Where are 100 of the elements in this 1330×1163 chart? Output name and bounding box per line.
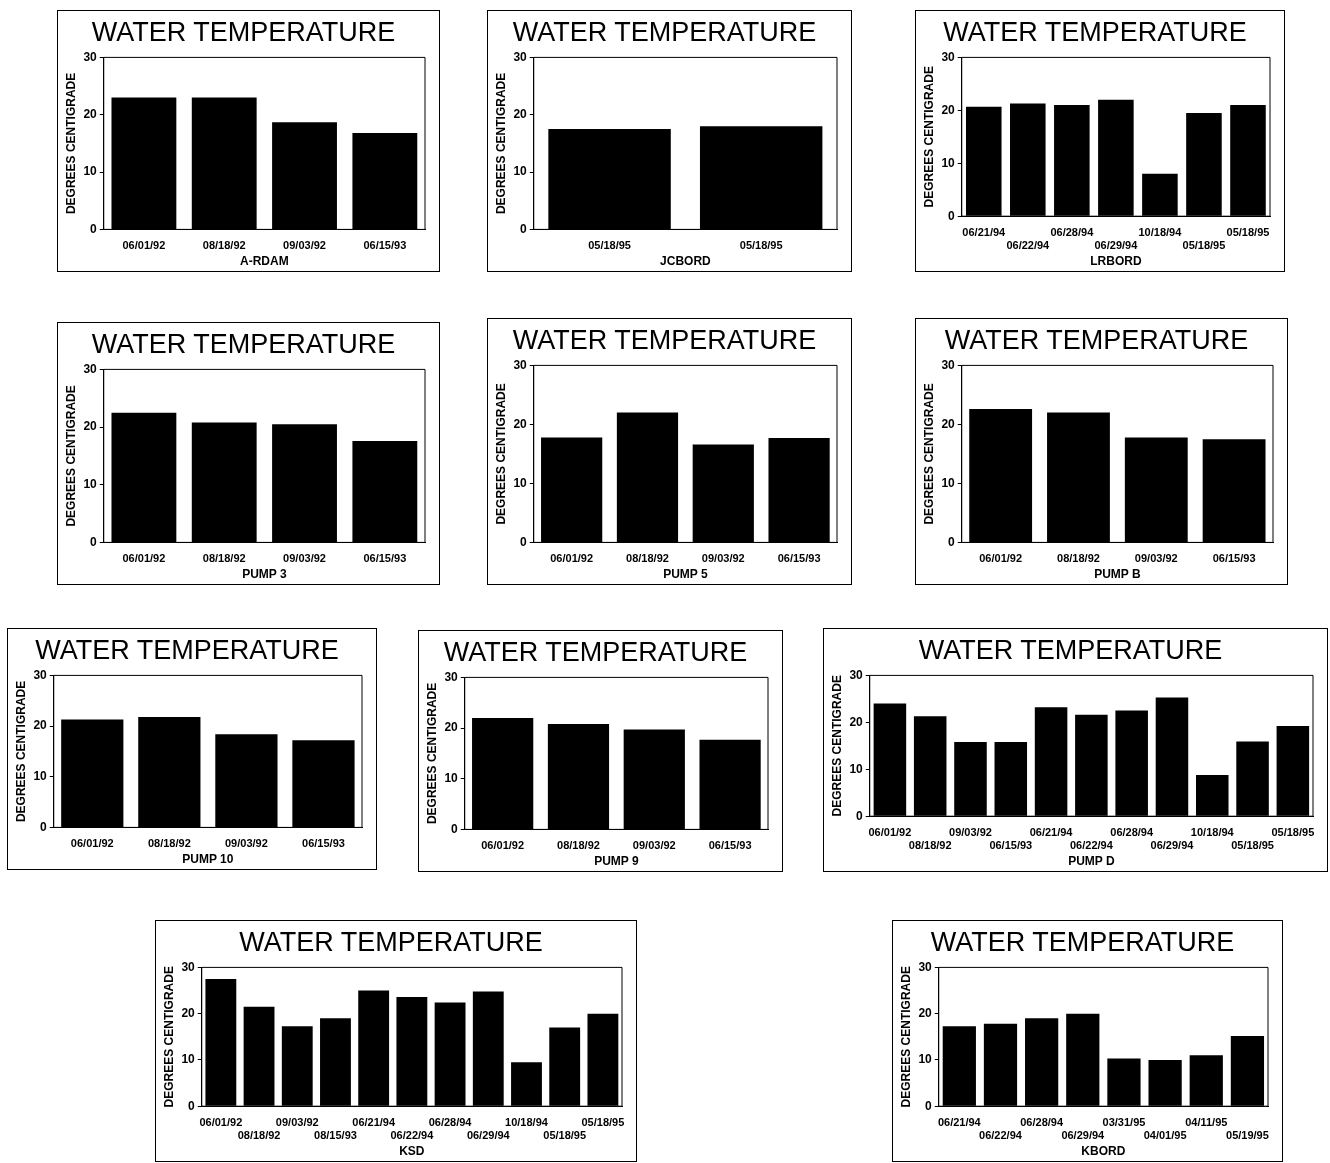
x-tick-label: 06/01/92 <box>868 825 912 838</box>
y-tick-label: 0 <box>451 821 459 836</box>
x-tick-label: 10/18/94 <box>505 1115 549 1128</box>
x-tick-label: 09/03/92 <box>283 552 326 565</box>
x-tick-label: 06/15/93 <box>777 552 821 565</box>
x-tick-label: 06/21/94 <box>962 225 1007 238</box>
y-tick-label: 20 <box>83 419 98 434</box>
x-axis-title: PUMP 9 <box>594 854 639 869</box>
x-tick-label: 06/01/92 <box>122 239 166 252</box>
x-tick-label: 06/01/92 <box>70 837 114 850</box>
chart-title: WATER TEMPERATURE <box>918 634 1223 665</box>
x-tick-label: 09/03/92 <box>701 552 745 565</box>
chart-title: WATER TEMPERATURE <box>943 16 1247 47</box>
y-tick-label: 0 <box>520 221 528 236</box>
y-tick-label: 20 <box>941 102 956 117</box>
x-tick-label: 09/03/92 <box>275 1115 319 1128</box>
x-tick-label: 06/15/93 <box>989 839 1033 852</box>
y-tick-label: 30 <box>849 667 864 682</box>
y-axis-title: DEGREES CENTIGRADE <box>13 680 28 823</box>
y-tick-label: 10 <box>941 155 956 170</box>
y-axis-title: DEGREES CENTIGRADE <box>921 66 936 208</box>
y-tick-label: 30 <box>83 49 98 64</box>
y-tick-label: 20 <box>941 416 956 431</box>
x-tick-label: 06/01/92 <box>550 552 594 565</box>
y-tick-label: 0 <box>90 221 98 236</box>
x-tick-label: 08/18/92 <box>202 552 246 565</box>
x-axis-title: PUMP 3 <box>242 567 287 582</box>
chart-title: WATER TEMPERATURE <box>512 324 817 355</box>
y-tick-label: 10 <box>444 771 459 786</box>
x-tick-label: 05/18/95 <box>1231 839 1274 852</box>
y-axis-title: DEGREES CENTIGRADE <box>63 72 78 215</box>
x-tick-label: 06/15/93 <box>363 552 407 565</box>
x-tick-label: 06/01/92 <box>199 1115 243 1128</box>
chart-title: WATER TEMPERATURE <box>930 926 1235 957</box>
x-tick-label: 10/18/94 <box>1190 825 1235 838</box>
y-tick-label: 20 <box>513 416 528 431</box>
y-tick-label: 20 <box>513 107 528 122</box>
y-axis-title: DEGREES CENTIGRADE <box>493 383 508 525</box>
y-tick-label: 30 <box>83 361 98 376</box>
x-tick-label: 06/28/94 <box>428 1115 473 1128</box>
y-axis-title: DEGREES CENTIGRADE <box>161 966 176 1108</box>
y-tick-label: 20 <box>181 1005 196 1020</box>
x-axis-title: KSD <box>399 1144 425 1159</box>
x-tick-label: 05/18/95 <box>1226 225 1270 238</box>
y-tick-label: 30 <box>33 667 48 682</box>
chart-title: WATER TEMPERATURE <box>91 16 396 47</box>
x-tick-label: 06/21/94 <box>1029 825 1074 838</box>
y-tick-label: 30 <box>918 959 933 974</box>
x-axis-title: A-RDAM <box>240 254 289 269</box>
y-tick-label: 0 <box>925 1098 933 1113</box>
x-axis-title: PUMP D <box>1068 854 1115 869</box>
x-tick-label: 06/28/94 <box>1050 225 1095 238</box>
y-axis-title: DEGREES CENTIGRADE <box>898 966 913 1108</box>
x-tick-label: 09/03/92 <box>283 239 326 252</box>
x-axis-title: PUMP B <box>1094 567 1141 582</box>
x-tick-label: 06/21/94 <box>937 1115 982 1128</box>
y-tick-label: 30 <box>513 49 528 64</box>
x-tick-label: 05/18/95 <box>588 239 631 252</box>
x-tick-label: 06/29/94 <box>1094 239 1139 252</box>
y-axis-title: DEGREES CENTIGRADE <box>63 385 78 527</box>
y-tick-label: 10 <box>918 1052 933 1067</box>
x-axis-title: JCBORD <box>660 254 712 269</box>
x-tick-label: 06/01/92 <box>122 552 166 565</box>
x-tick-label: 10/18/94 <box>1138 225 1183 238</box>
chart-title: WATER TEMPERATURE <box>944 324 1249 355</box>
y-tick-label: 10 <box>181 1052 196 1067</box>
x-tick-label: 06/15/93 <box>302 837 345 850</box>
y-axis-title: DEGREES CENTIGRADE <box>921 383 936 525</box>
x-tick-label: 03/31/95 <box>1102 1115 1146 1128</box>
y-tick-label: 10 <box>83 164 98 179</box>
x-tick-label: 06/28/94 <box>1020 1115 1064 1128</box>
y-tick-label: 20 <box>83 107 98 122</box>
y-tick-label: 0 <box>948 208 956 223</box>
x-tick-label: 06/22/94 <box>390 1129 435 1142</box>
y-tick-label: 10 <box>941 475 956 490</box>
x-tick-label: 06/29/94 <box>466 1129 511 1142</box>
y-tick-label: 10 <box>849 761 864 776</box>
x-tick-label: 06/15/93 <box>1212 552 1256 565</box>
x-axis-title: PUMP 10 <box>182 852 234 867</box>
y-axis-title: DEGREES CENTIGRADE <box>493 72 508 215</box>
x-tick-label: 05/18/95 <box>1182 239 1226 252</box>
y-tick-label: 0 <box>90 534 98 549</box>
y-tick-label: 30 <box>513 357 528 372</box>
chart-title: WATER TEMPERATURE <box>512 16 817 47</box>
x-tick-label: 08/18/92 <box>237 1129 281 1142</box>
y-tick-label: 0 <box>188 1098 196 1113</box>
x-tick-label: 08/18/92 <box>1057 552 1100 565</box>
y-tick-label: 10 <box>513 164 528 179</box>
x-tick-label: 05/18/95 <box>581 1115 625 1128</box>
x-tick-label: 06/28/94 <box>1110 825 1154 838</box>
x-tick-label: 06/22/94 <box>1006 239 1051 252</box>
x-tick-label: 06/29/94 <box>1150 839 1195 852</box>
x-tick-label: 04/11/95 <box>1185 1115 1228 1128</box>
y-tick-label: 30 <box>941 357 956 372</box>
x-tick-label: 09/03/92 <box>949 825 992 838</box>
y-tick-label: 0 <box>520 534 528 549</box>
x-tick-label: 08/18/92 <box>147 837 191 850</box>
x-tick-label: 05/18/95 <box>543 1129 587 1142</box>
y-tick-label: 0 <box>948 534 956 549</box>
x-tick-label: 06/01/92 <box>481 839 525 852</box>
